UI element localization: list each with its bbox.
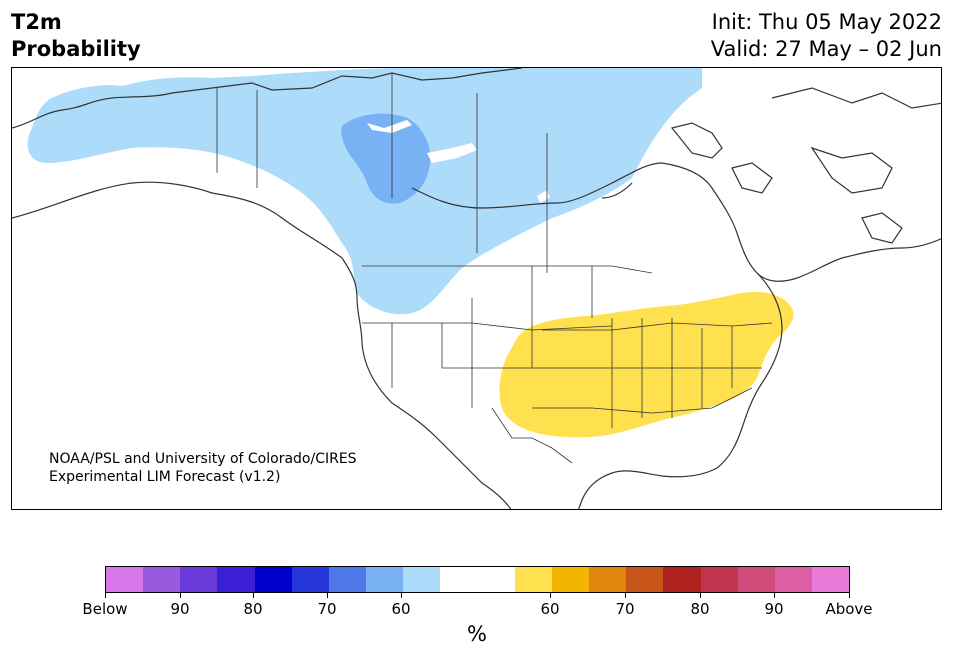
- colorbar-swatch: [403, 567, 441, 592]
- colorbar-tick-label: 60: [391, 600, 411, 618]
- colorbar-tickmark: [700, 593, 701, 598]
- colorbar-tick-label: 60: [540, 600, 560, 618]
- colorbar-tickmark: [180, 593, 181, 598]
- colorbar-tick-label: 70: [317, 600, 337, 618]
- colorbar-tick-label: Below: [82, 600, 128, 618]
- colorbar-tickmark: [774, 593, 775, 598]
- borders: [216, 73, 773, 464]
- colorbar-swatch: [700, 567, 738, 592]
- colorbar-tick-label: 70: [615, 600, 635, 618]
- colorbar-tickmark: [327, 593, 328, 598]
- below-normal-60-region: [27, 68, 702, 315]
- colorbar-tickmark: [401, 593, 402, 598]
- colorbar-tick-label: 90: [170, 600, 190, 618]
- colorbar-tick-label: 90: [764, 600, 784, 618]
- colorbar-tickmark: [625, 593, 626, 598]
- forecast-map: [11, 67, 942, 510]
- below-normal-70-region: [341, 113, 431, 204]
- colorbar-swatch: [254, 567, 292, 592]
- init-date: Init: Thu 05 May 2022: [711, 10, 942, 34]
- colorbar-swatch: [217, 567, 255, 592]
- colorbar-swatch: [328, 567, 367, 592]
- map-canvas: [12, 68, 941, 509]
- colorbar-swatch: [811, 567, 850, 592]
- credit-text: NOAA/PSL and University of Colorado/CIRE…: [49, 450, 357, 486]
- title-line-2: Probability: [11, 37, 141, 61]
- colorbar-tick-label: 80: [243, 600, 263, 618]
- map-title: T2m Probability: [11, 9, 141, 63]
- colorbar-swatch: [551, 567, 590, 592]
- colorbar-swatch: [477, 567, 515, 592]
- credit-line-2: Experimental LIM Forecast (v1.2): [49, 469, 281, 485]
- colorbar-tick-label: Above: [825, 600, 873, 618]
- forecast-dates: Init: Thu 05 May 2022 Valid: 27 May – 02…: [711, 9, 942, 63]
- colorbar-unit: %: [467, 622, 487, 646]
- colorbar-swatch: [291, 567, 329, 592]
- colorbar-tickmark: [253, 593, 254, 598]
- colorbar-swatch: [663, 567, 701, 592]
- probability-colorbar: [105, 566, 850, 593]
- colorbar-tickmark: [849, 593, 850, 598]
- colorbar-swatch: [514, 567, 552, 592]
- valid-date: Valid: 27 May – 02 Jun: [710, 37, 942, 61]
- coastlines: [12, 68, 941, 509]
- lake-shape: [427, 143, 477, 163]
- title-line-1: T2m: [11, 10, 62, 34]
- colorbar-swatch: [180, 567, 218, 592]
- colorbar-tickmark: [105, 593, 106, 598]
- colorbar-swatch: [143, 567, 181, 592]
- colorbar-swatch: [774, 567, 812, 592]
- colorbar-swatch: [440, 567, 478, 592]
- colorbar-swatch: [626, 567, 664, 592]
- credit-line-1: NOAA/PSL and University of Colorado/CIRE…: [49, 451, 357, 467]
- colorbar-tickmark: [550, 593, 551, 598]
- above-normal-60-region: [499, 291, 794, 438]
- colorbar-swatch: [589, 567, 627, 592]
- colorbar-swatch: [737, 567, 775, 592]
- lake-shape: [367, 120, 412, 133]
- colorbar-tick-label: 80: [690, 600, 710, 618]
- colorbar-swatch: [106, 567, 144, 592]
- colorbar-swatch: [366, 567, 404, 592]
